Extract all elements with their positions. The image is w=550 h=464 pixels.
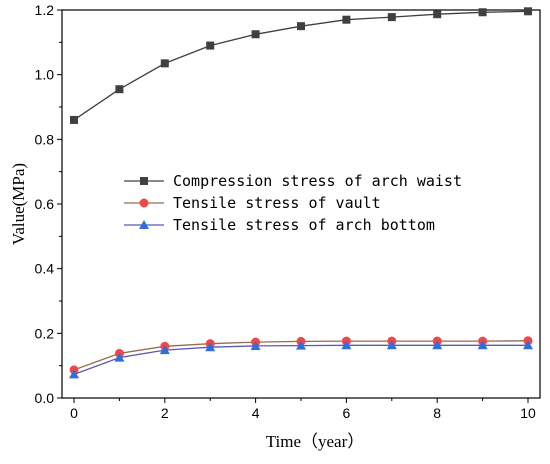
y-tick-label: 0.2 [35,325,55,341]
series-1 [70,7,532,124]
series-3 [69,340,533,379]
series-layer [69,7,533,379]
x-tick-label: 6 [343,405,351,421]
legend-marker [140,177,148,185]
data-point [114,352,125,362]
y-tick-label: 0.4 [35,261,55,277]
y-tick-label: 0.8 [35,131,55,147]
data-point [432,340,443,350]
data-point [477,340,488,350]
legend-item: Tensile stress of vault [124,194,381,212]
data-point [342,15,351,24]
legend: Compression stress of arch waist Tensile … [124,172,462,234]
legend-item: Compression stress of arch waist [124,172,462,190]
y-tick-label: 0.0 [35,390,55,406]
legend-marker [139,220,149,229]
data-point [251,30,260,39]
data-point [115,85,124,94]
data-point [296,340,306,350]
x-tick-label: 10 [520,405,536,421]
data-point [70,115,78,124]
x-axis-title: Time（year） [266,432,365,451]
data-point [387,13,396,22]
data-point [523,340,533,350]
x-tick-label: 2 [161,405,169,421]
data-point [341,340,352,350]
y-tick-label: 1.0 [35,67,55,83]
y-tick-label: 0.6 [35,196,55,212]
data-point [433,10,442,19]
x-tick-label: 4 [252,405,260,421]
legend-marker [139,198,149,208]
data-point [478,8,487,17]
legend-label: Tensile stress of arch bottom [173,216,435,234]
data-point [386,340,397,350]
axes: 0.0 0.2 0.4 0.6 0.8 1.0 1.2 0 2 4 6 8 10 [35,2,536,421]
data-point [524,7,532,16]
x-tick-label: 8 [433,405,441,421]
data-point [206,41,215,50]
legend-label: Tensile stress of vault [173,194,381,212]
y-tick-label: 1.2 [35,2,55,18]
data-point [250,340,261,350]
data-point [69,369,79,379]
legend-item: Tensile stress of arch bottom [124,216,435,234]
data-point [205,342,216,352]
data-point [159,345,170,355]
data-point [160,59,169,68]
x-tick-label: 0 [70,405,78,421]
data-point [297,22,305,31]
y-axis-title: Value(MPa) [9,163,28,245]
legend-label: Compression stress of arch waist [173,172,462,190]
